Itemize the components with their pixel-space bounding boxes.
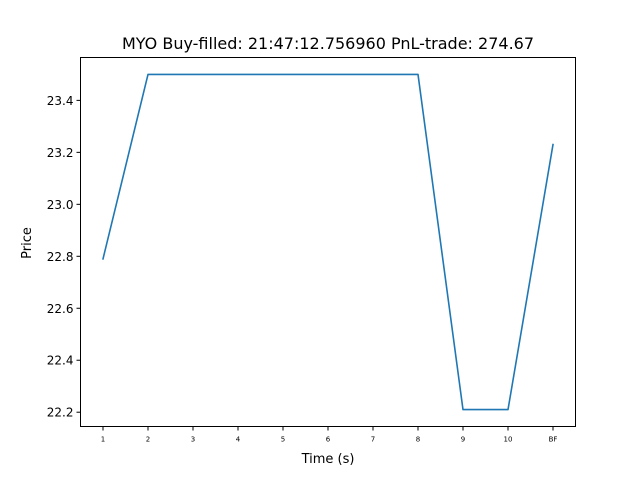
x-tick-label: 5 (281, 436, 285, 444)
plot-frame (80, 57, 576, 427)
x-tick-label: 8 (416, 436, 420, 444)
y-tick-label: 22.6 (47, 302, 74, 316)
x-tick-label: 4 (236, 436, 241, 444)
price-series-line (102, 73, 554, 411)
y-tick-label: 23.0 (47, 198, 74, 212)
y-tick-label: 23.2 (47, 146, 74, 160)
y-tick-label: 22.8 (47, 250, 74, 264)
x-tick-label: BF (549, 436, 558, 444)
x-tick-label: 6 (326, 436, 331, 444)
x-axis-label: Time (s) (301, 452, 355, 467)
x-tick-label: 10 (504, 436, 513, 444)
y-tick-label: 22.2 (47, 406, 74, 420)
y-axis-label: Price (20, 227, 35, 259)
x-axis: 1 2 3 4 5 6 7 8 9 10 BF (101, 426, 558, 444)
x-tick-label: 7 (371, 436, 375, 444)
y-tick-label: 23.4 (47, 94, 74, 108)
x-tick-label: 3 (191, 436, 195, 444)
chart-title: MYO Buy-filled: 21:47:12.756960 PnL-trad… (122, 34, 534, 53)
x-tick-label: 2 (146, 436, 150, 444)
x-tick-label: 9 (461, 436, 465, 444)
y-tick-label: 22.4 (47, 354, 74, 368)
plot-area (102, 73, 554, 411)
x-tick-label: 1 (101, 436, 105, 444)
y-axis: 22.2 22.4 22.6 22.8 23.0 23.2 23.4 (47, 94, 81, 420)
